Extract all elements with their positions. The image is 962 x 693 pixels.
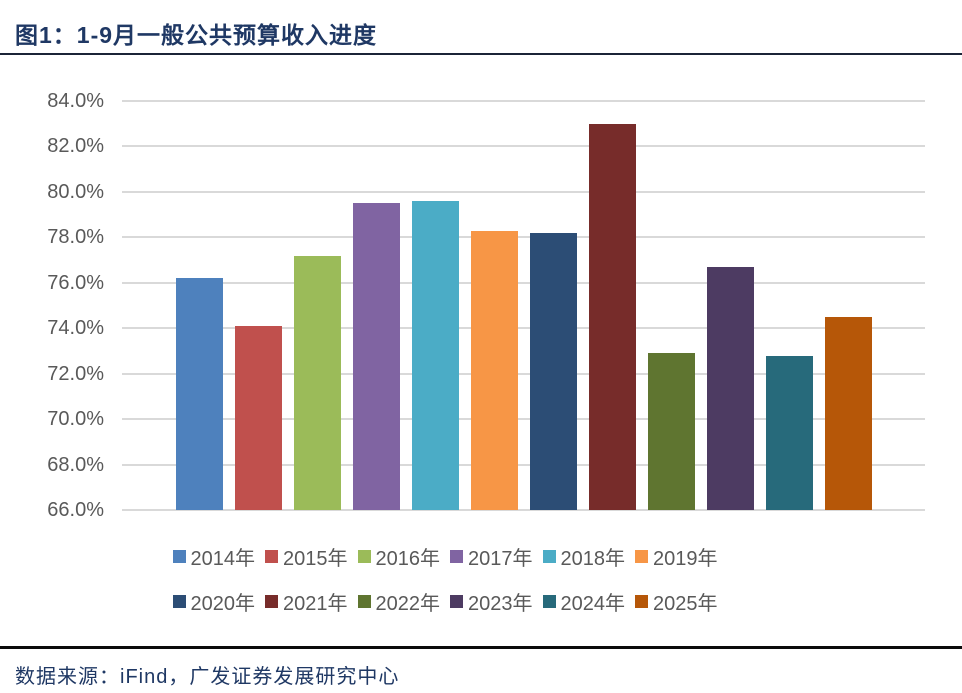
legend-row-2: 2020年 2021年 2022年 2023年 2024年 2025年 bbox=[0, 579, 890, 624]
legend-label-2020年: 2020年 bbox=[190, 593, 256, 615]
gridline-78 bbox=[122, 236, 925, 239]
data-source: 数据来源：iFind，广发证券发展研究中心 bbox=[15, 666, 400, 688]
legend-label-2017年: 2017年 bbox=[468, 548, 533, 570]
bar-2021年 bbox=[588, 123, 636, 510]
y-tick-label-68: 68.0% bbox=[47, 453, 104, 476]
legend-swatch-2014年 bbox=[172, 550, 186, 563]
bar-2022年 bbox=[647, 353, 695, 510]
legend-label-2014年: 2014年 bbox=[190, 548, 256, 570]
bar-2024年 bbox=[765, 355, 813, 510]
legend-label-2018年: 2018年 bbox=[560, 548, 626, 570]
legend-label-2019年: 2019年 bbox=[653, 548, 718, 570]
bar-2019年 bbox=[470, 230, 518, 510]
legend-entry-2025年: 2025年 bbox=[635, 587, 718, 616]
legend-swatch-2022年 bbox=[357, 595, 371, 608]
legend-swatch-2016年 bbox=[357, 550, 371, 563]
legend-entry-2022年: 2022年 bbox=[357, 587, 441, 616]
legend: 2014年 2015年 2016年 2017年 2018年 2019年 2020年 2021年… bbox=[0, 534, 890, 624]
legend-entry-2015年: 2015年 bbox=[265, 542, 348, 571]
legend-entry-2023年: 2023年 bbox=[450, 587, 533, 616]
bar-2025年 bbox=[824, 316, 872, 510]
y-tick-label-72: 72.0% bbox=[47, 362, 104, 385]
gridline-66 bbox=[122, 509, 925, 511]
legend-swatch-2019年 bbox=[635, 550, 648, 563]
legend-label-2016年: 2016年 bbox=[375, 548, 441, 570]
legend-swatch-2021年 bbox=[265, 595, 278, 608]
bar-2017年 bbox=[352, 203, 400, 510]
legend-entry-2021年: 2021年 bbox=[265, 587, 348, 616]
legend-swatch-2023年 bbox=[450, 595, 463, 608]
plot-area bbox=[122, 100, 925, 511]
legend-label-2025年: 2025年 bbox=[653, 593, 718, 615]
gridline-70 bbox=[122, 418, 925, 421]
y-tick-label-66: 66.0% bbox=[47, 499, 104, 521]
gridline-74 bbox=[122, 327, 925, 330]
legend-entry-2018年: 2018年 bbox=[542, 542, 626, 571]
legend-label-2023年: 2023年 bbox=[468, 593, 533, 615]
bar-2014年 bbox=[175, 278, 223, 510]
bar-2015年 bbox=[234, 325, 282, 510]
legend-swatch-2017年 bbox=[450, 550, 463, 563]
footer-divider bbox=[0, 646, 962, 649]
legend-label-2021年: 2021年 bbox=[283, 593, 348, 615]
gridline-68 bbox=[122, 463, 925, 466]
gridline-84 bbox=[122, 100, 925, 102]
legend-entry-2014年: 2014年 bbox=[172, 542, 256, 571]
gridline-82 bbox=[122, 145, 925, 148]
gridline-72 bbox=[122, 372, 925, 375]
legend-row-1: 2014年 2015年 2016年 2017年 2018年 2019年 bbox=[0, 534, 890, 579]
bar-2018年 bbox=[411, 200, 459, 510]
bar-series bbox=[122, 101, 925, 510]
gridline-80 bbox=[122, 190, 925, 193]
legend-entry-2016年: 2016年 bbox=[357, 542, 441, 571]
y-tick-label-80: 80.0% bbox=[47, 180, 104, 203]
legend-label-2022年: 2022年 bbox=[375, 593, 441, 615]
legend-entry-2017年: 2017年 bbox=[450, 542, 533, 571]
legend-swatch-2025年 bbox=[635, 595, 648, 608]
legend-label-2024年: 2024年 bbox=[560, 593, 626, 615]
chart-title: 图1：1-9月一般公共预算收入进度 bbox=[15, 22, 378, 48]
bar-2020年 bbox=[529, 232, 577, 510]
legend-swatch-2020年 bbox=[172, 595, 186, 608]
y-tick-label-78: 78.0% bbox=[47, 226, 104, 249]
gridline-76 bbox=[122, 281, 925, 284]
legend-swatch-2015年 bbox=[265, 550, 278, 563]
y-tick-label-82: 82.0% bbox=[47, 135, 104, 158]
legend-entry-2020年: 2020年 bbox=[172, 587, 256, 616]
legend-swatch-2024年 bbox=[542, 595, 556, 608]
y-tick-label-70: 70.0% bbox=[47, 408, 104, 431]
bar-2023年 bbox=[706, 266, 754, 510]
y-tick-label-74: 74.0% bbox=[47, 317, 104, 340]
title-divider bbox=[0, 53, 962, 55]
legend-swatch-2018年 bbox=[542, 550, 556, 563]
legend-label-2015年: 2015年 bbox=[283, 548, 348, 570]
y-tick-label-76: 76.0% bbox=[47, 271, 104, 294]
legend-entry-2019年: 2019年 bbox=[635, 542, 718, 571]
y-tick-label-84: 84.0% bbox=[47, 90, 104, 112]
legend-entry-2024年: 2024年 bbox=[542, 587, 626, 616]
bar-2016年 bbox=[293, 255, 341, 510]
